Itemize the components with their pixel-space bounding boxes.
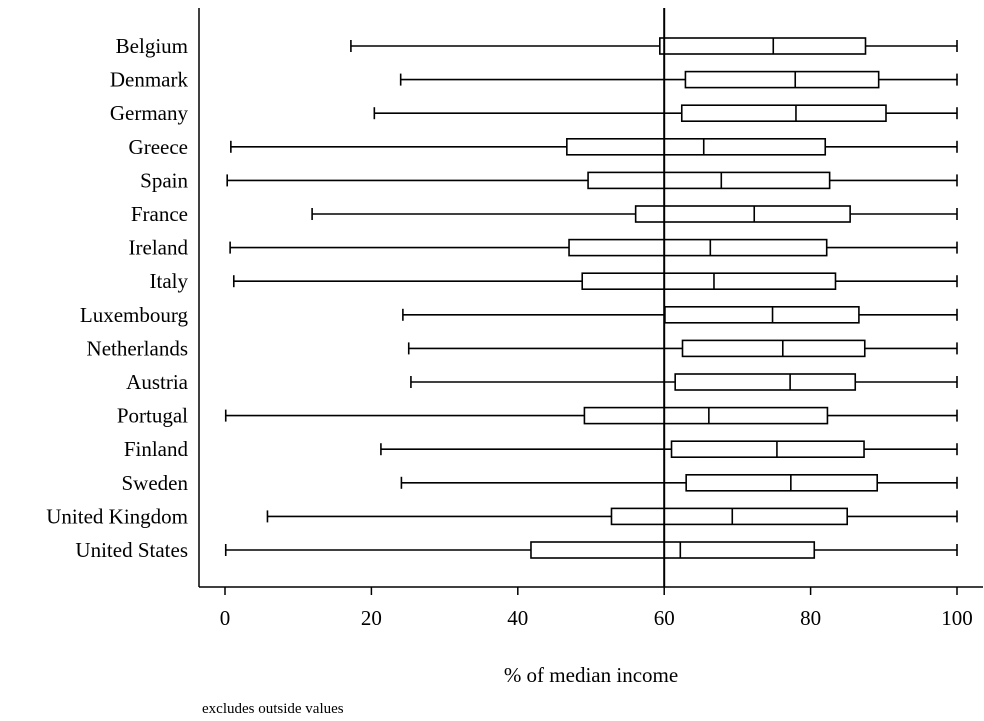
y-category-label: Spain xyxy=(140,168,188,192)
x-tick-label: 60 xyxy=(654,606,675,630)
y-category-label: Sweden xyxy=(122,471,189,495)
iqr-box xyxy=(659,37,867,55)
y-category-label: Greece xyxy=(129,135,188,159)
y-category-label: Luxembourg xyxy=(80,303,189,327)
box-spain xyxy=(226,171,958,190)
box-netherlands xyxy=(407,339,958,358)
iqr-box xyxy=(587,171,831,190)
x-tick-label: 0 xyxy=(220,606,231,630)
y-category-label: Belgium xyxy=(116,34,188,58)
y-category-label: Finland xyxy=(124,437,189,461)
box-italy xyxy=(232,272,958,291)
box-series xyxy=(224,37,958,559)
x-axis-title: % of median income xyxy=(504,663,678,687)
iqr-box xyxy=(530,541,816,559)
x-tick-label: 20 xyxy=(361,606,382,630)
y-category-label: Denmark xyxy=(110,68,189,92)
box-belgium xyxy=(350,37,958,55)
iqr-box xyxy=(681,339,866,358)
y-category-label: United States xyxy=(75,538,188,562)
box-austria xyxy=(410,373,958,391)
box-sweden xyxy=(400,473,958,492)
footnote: excludes outside values xyxy=(202,701,344,717)
iqr-box xyxy=(674,373,857,391)
y-axis-labels: Belgium Denmark Germany Greece Spain France Ir… xyxy=(46,34,188,562)
y-category-label: France xyxy=(131,202,188,226)
box-france xyxy=(311,205,958,223)
box-united-kingdom xyxy=(266,507,958,526)
iqr-box xyxy=(581,272,837,291)
y-category-label: Austria xyxy=(126,370,189,394)
y-category-label: Italy xyxy=(150,269,189,293)
y-category-label: Ireland xyxy=(129,236,189,260)
iqr-box xyxy=(566,138,827,156)
y-category-label: Netherlands xyxy=(87,336,188,360)
y-category-label: United Kingdom xyxy=(46,504,188,528)
box-greece xyxy=(230,138,958,156)
axes xyxy=(198,8,983,588)
iqr-box xyxy=(568,238,828,257)
iqr-box xyxy=(610,507,848,526)
x-tick-label: 80 xyxy=(800,606,821,630)
box-united-states xyxy=(224,541,958,559)
box-denmark xyxy=(399,70,958,89)
x-tick-label: 100 xyxy=(941,606,973,630)
box-portugal xyxy=(224,406,958,425)
x-axis-ticks: 0 20 40 60 80 100 xyxy=(220,587,973,630)
y-category-label: Portugal xyxy=(117,404,188,428)
x-tick-label: 40 xyxy=(507,606,528,630)
iqr-box xyxy=(684,70,880,89)
iqr-box xyxy=(634,205,851,223)
box-finland xyxy=(380,440,958,459)
y-category-label: Germany xyxy=(110,101,189,125)
box-ireland xyxy=(229,238,958,257)
iqr-box xyxy=(685,473,879,492)
iqr-box xyxy=(583,406,829,425)
box-germany xyxy=(373,104,958,122)
iqr-box xyxy=(664,305,860,324)
iqr-box xyxy=(670,440,865,459)
iqr-box xyxy=(680,104,887,122)
box-luxembourg xyxy=(402,305,958,324)
